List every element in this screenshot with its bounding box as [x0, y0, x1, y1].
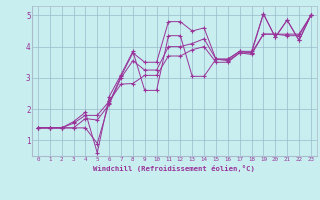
X-axis label: Windchill (Refroidissement éolien,°C): Windchill (Refroidissement éolien,°C) — [93, 165, 255, 172]
